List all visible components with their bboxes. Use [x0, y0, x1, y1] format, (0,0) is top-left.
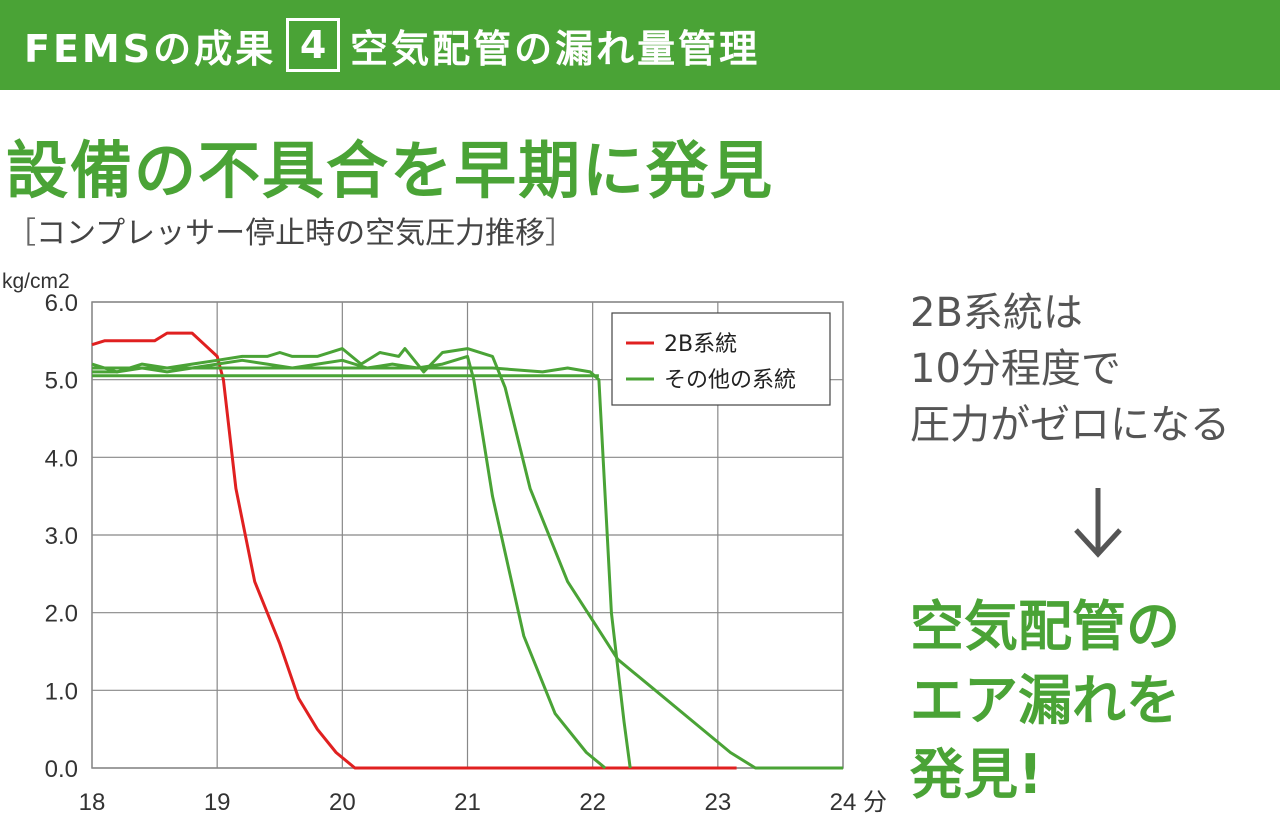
- subtitle-close-bracket: ］: [545, 216, 576, 251]
- header-banner: FEMSの成果 4 空気配管の漏れ量管理: [0, 0, 1280, 90]
- y-tick-label: 2.0: [45, 601, 78, 628]
- x-unit-label: 分: [863, 788, 887, 816]
- side-note-line-3: 圧力がゼロになる: [910, 402, 1230, 448]
- series-line-other-2: [92, 354, 607, 770]
- x-tick-label: 23: [704, 789, 731, 816]
- x-tick-label: 20: [329, 789, 356, 816]
- x-tick-label: 18: [79, 789, 106, 816]
- y-tick-label: 3.0: [45, 523, 78, 550]
- series-layer: [91, 331, 843, 770]
- down-arrow-icon: [1074, 488, 1122, 558]
- subtitle-open-bracket: ［: [6, 216, 36, 251]
- x-tick-label: 21: [454, 789, 481, 816]
- x-tick-label: 22: [579, 789, 606, 816]
- legend-entry-label: その他の系統: [664, 368, 796, 393]
- legend-entry-label: 2B系統: [664, 332, 737, 357]
- result-line-1: 空気配管の: [910, 595, 1180, 658]
- y-tick-label: 4.0: [45, 445, 78, 472]
- side-note-line-2: 10分程度で: [910, 346, 1121, 392]
- side-note: 2B系統は 10分程度で 圧力がゼロになる: [910, 285, 1280, 453]
- x-tick-label: 24: [830, 789, 857, 816]
- y-tick-label: 0.0: [45, 756, 78, 783]
- side-note-line-1: 2B系統は: [910, 290, 1083, 336]
- result-line-2: エア漏れを: [910, 669, 1180, 732]
- result-text: 空気配管の エア漏れを 発見!: [910, 590, 1180, 812]
- x-tick-label: 19: [204, 789, 231, 816]
- banner-number-badge: 4: [286, 18, 341, 72]
- headline: 設備の不具合を早期に発見: [6, 134, 775, 207]
- result-line-3: 発見!: [910, 743, 1043, 806]
- pressure-line-chart: 18 19 20 21 22 23 24 分 0.0 1.0 2.0 3.0 4.0 5.0 6.0kg/c…: [2, 270, 887, 816]
- series-line-2b: [91, 331, 737, 770]
- chart-subtitle: ［コンプレッサー停止時の空気圧力推移］: [6, 208, 575, 252]
- y-tick-label: 5.0: [45, 368, 78, 395]
- y-tick-label: 6.0: [45, 290, 78, 317]
- banner-title: 空気配管の漏れ量管理: [350, 26, 761, 71]
- subtitle-text: コンプレッサー停止時の空気圧力推移: [36, 216, 546, 251]
- banner-prefix: FEMSの成果: [24, 26, 277, 71]
- series-line-other-1: [91, 347, 843, 770]
- y-tick-label: 1.0: [45, 678, 78, 705]
- y-unit-label: kg/cm2: [2, 270, 70, 293]
- axis-layer: 18 19 20 21 22 23 24 分 0.0 1.0 2.0 3.0 4.0 5.0 6.0kg/c…: [2, 270, 887, 816]
- legend-box: [611, 312, 831, 406]
- series-line-other-3: [92, 366, 632, 769]
